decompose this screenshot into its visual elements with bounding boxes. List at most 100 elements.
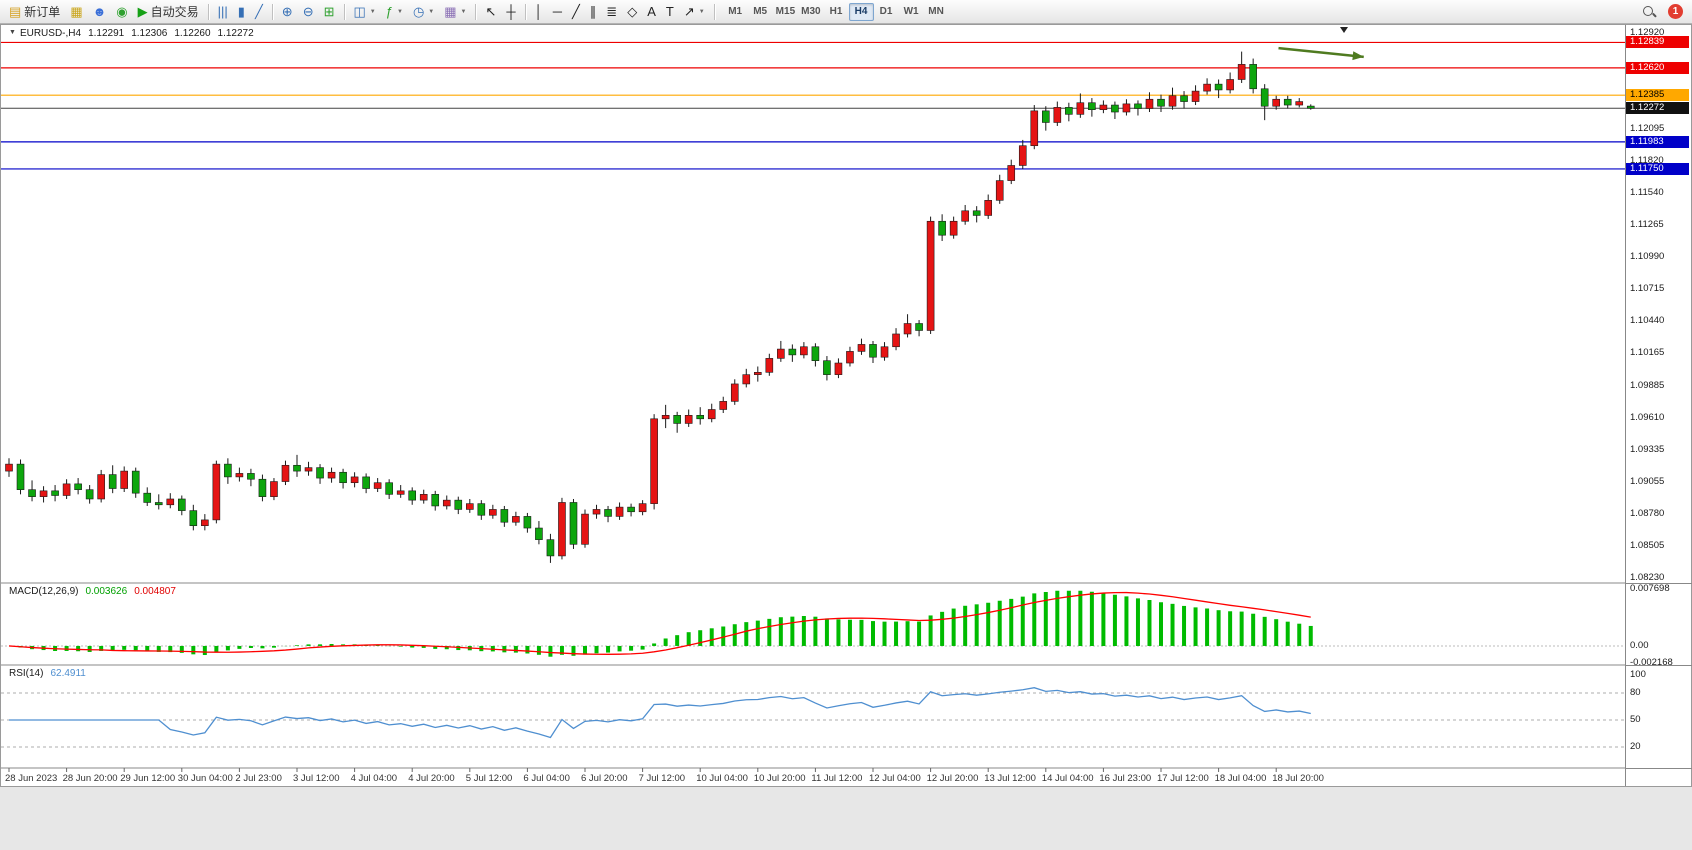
vertical-line-button[interactable]: │ <box>530 2 548 22</box>
chart-window-icon: ▦ <box>70 4 83 19</box>
horizontal-line-button[interactable]: ─ <box>548 2 567 22</box>
arrange-charts-button[interactable]: ◫ ▼ <box>349 2 381 22</box>
new-order-button-label: 新订单 <box>24 5 61 19</box>
text-icon: A <box>647 4 656 19</box>
timeframe-w1-button[interactable]: W1 <box>903 6 919 17</box>
price-axis-label: 1.08230 <box>1630 572 1665 583</box>
time-axis-label: 4 Jul 04:00 <box>351 773 397 784</box>
template-icon: ▦ <box>444 4 457 19</box>
price-axis-label: 1.10440 <box>1630 315 1665 327</box>
price-axis-label: 1.11540 <box>1630 187 1664 199</box>
ohlc-toggle-icon[interactable]: ▼ <box>9 29 16 36</box>
crosshair-button[interactable]: ┼ <box>501 2 520 22</box>
price-axis-label: 1.09610 <box>1630 411 1665 423</box>
text-label-button[interactable]: T <box>661 2 679 22</box>
chart-canvas[interactable]: 28 Jun 2023 28 Jun 20:00 29 Jun 12:00 30 Ju… <box>1 25 1625 786</box>
ohlc-open: 1.12291 <box>88 28 125 39</box>
ohlc-low: 1.12260 <box>174 28 211 39</box>
time-axis-label: 2 Jul 23:00 <box>235 773 281 784</box>
time-axis-label: 18 Jul 20:00 <box>1272 773 1324 784</box>
price-line-badge: 1.12839 <box>1626 36 1689 49</box>
timeframe-mn-button[interactable]: MN <box>928 6 944 17</box>
price-axis-label: 1.11265 <box>1630 219 1664 231</box>
price-line-badge: 1.11750 <box>1626 162 1689 175</box>
templates-button[interactable]: ▦ ▼ <box>439 2 471 22</box>
rsi-axis-label: 20 <box>1630 741 1641 752</box>
time-axis-label: 4 Jul 20:00 <box>408 773 454 784</box>
time-axis-label: 13 Jul 12:00 <box>984 773 1036 784</box>
time-axis-label: 18 Jul 04:00 <box>1215 773 1267 784</box>
toolbar-separator <box>475 3 477 20</box>
channel-button[interactable]: ∥ <box>585 2 602 22</box>
candlestick-icon: ▮ <box>237 4 245 19</box>
rsi-axis-label: 80 <box>1630 687 1641 698</box>
macd-histogram <box>18 590 1313 657</box>
periods-button[interactable]: ◷ ▼ <box>408 2 439 22</box>
bar-chart-button[interactable]: ||| <box>213 2 233 22</box>
price-axis-label: 1.12920 <box>1630 27 1665 38</box>
timeframe-m5-button[interactable]: M5 <box>753 6 768 17</box>
charts-button[interactable]: ▦ <box>65 2 87 22</box>
tile-windows-button[interactable]: ⊞ <box>319 2 340 22</box>
ohlc-high: 1.12306 <box>131 28 168 39</box>
panel-separator <box>1626 583 1692 584</box>
zoom-out-icon: ⊖ <box>302 4 314 19</box>
crosshair-icon: ┼ <box>506 4 516 19</box>
macd-axis-label: 0.007698 <box>1630 583 1670 594</box>
shift-marker-icon <box>1340 27 1348 33</box>
trend-arrow-object[interactable] <box>1278 46 1364 61</box>
time-axis-label: 14 Jul 04:00 <box>1042 773 1094 784</box>
horizontal-line-icon: ─ <box>552 4 562 19</box>
profiles-button[interactable]: ☻ <box>88 2 112 22</box>
notification-badge[interactable]: 1 <box>1668 4 1683 19</box>
search-button[interactable] <box>1637 2 1661 22</box>
time-axis-label: 28 Jun 20:00 <box>63 773 118 784</box>
line-chart-button[interactable]: ╱ <box>250 2 268 22</box>
trendline-button[interactable]: ╱ <box>567 2 585 22</box>
autotrade-button[interactable]: ▶ 自动交易 <box>133 2 204 22</box>
candlestick-button[interactable]: ▮ <box>233 2 250 22</box>
current-price-badge: 1.12272 <box>1626 102 1689 115</box>
timeframe-m15-button[interactable]: M15 <box>775 6 796 17</box>
channel-icon: ∥ <box>589 4 597 19</box>
timeframe-m1-button[interactable]: M1 <box>728 6 743 17</box>
search-icon <box>1642 5 1656 19</box>
time-axis-label: 6 Jul 20:00 <box>581 773 627 784</box>
market-watch-button[interactable]: ◉ <box>111 2 132 22</box>
zoom-in-icon: ⊕ <box>281 4 293 19</box>
shapes-button[interactable]: ◇ <box>622 2 642 22</box>
price-axis-label: 1.09885 <box>1630 379 1665 391</box>
profile-icon: ☻ <box>92 4 107 19</box>
zoom-out-button[interactable]: ⊖ <box>298 2 319 22</box>
ohlc-close: 1.12272 <box>217 28 254 39</box>
cursor-button[interactable]: ↖ <box>480 2 501 22</box>
dropdown-caret-icon: ▼ <box>396 8 403 15</box>
toolbar-separator <box>713 3 715 20</box>
text-button[interactable]: A <box>642 2 661 22</box>
price-line-badge: 1.12385 <box>1626 89 1689 102</box>
price-line-badge: 1.12620 <box>1626 61 1689 74</box>
dropdown-caret-icon: ▼ <box>428 8 435 15</box>
timeframe-h4-button[interactable]: H4 <box>848 2 874 21</box>
indicators-button[interactable]: ƒ ▼ <box>381 2 408 22</box>
arrange-windows-icon: ◫ <box>353 4 366 19</box>
macd-label: MACD(12,26,9) 0.003626 0.004807 <box>9 586 176 597</box>
arrow-tool-icon: ↗ <box>683 4 695 19</box>
time-axis-label: 11 Jul 12:00 <box>811 773 862 784</box>
macd-axis-label: -0.002168 <box>1630 657 1673 668</box>
rsi-value: 62.4911 <box>50 668 86 679</box>
timeframe-h1-button[interactable]: H1 <box>829 6 843 17</box>
timeframe-m30-button[interactable]: M30 <box>801 6 821 17</box>
new-order-button[interactable]: ▤ 新订单 <box>4 2 65 22</box>
chart-ohlc-label: ▼ EURUSD-,H4 1.12291 1.12306 1.12260 1.12272 <box>9 28 254 39</box>
toolbar-separator <box>343 3 345 20</box>
text-label-icon: T <box>665 4 674 19</box>
toolbar-buttons: ▤ 新订单 ▦ ☻ ◉ ▶ 自动交易 ||| ▮ ╱ ⊕ ⊖ ⊞ ◫ ▼ ƒ ▼ ◷ ▼ ▦ ▼ ↖ ┼ │ ─ ╱ ∥ ≣ ◇ A T ↗ ▼… <box>4 2 1637 22</box>
timeframe-d1-button[interactable]: D1 <box>879 6 893 17</box>
new-order-icon: ▤ <box>9 4 22 19</box>
arrows-button[interactable]: ↗ ▼ <box>679 2 710 22</box>
fibonacci-button[interactable]: ≣ <box>601 2 622 22</box>
zoom-in-button[interactable]: ⊕ <box>277 2 298 22</box>
price-axis-label: 1.10715 <box>1630 283 1665 295</box>
